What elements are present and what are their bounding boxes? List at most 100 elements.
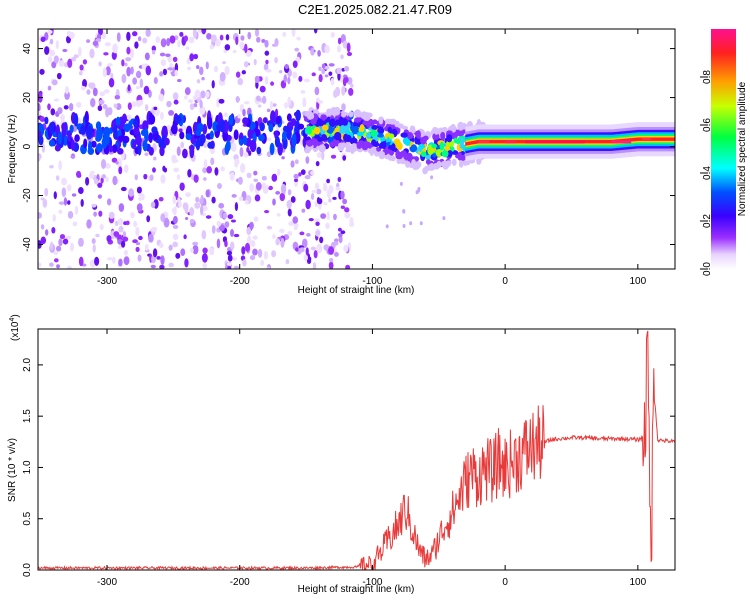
- spectrogram-cell: [268, 185, 273, 191]
- snr-x-tick-label: -100: [362, 577, 382, 588]
- spectrogram-cell: [132, 239, 138, 244]
- spectrogram-cell: [362, 120, 369, 126]
- spectrogram-cell: [303, 254, 308, 262]
- spectrogram-cell: [305, 247, 309, 256]
- spectrogram-cell: [220, 166, 225, 172]
- spectrogram-cell: [342, 77, 347, 87]
- spectrogram-cell: [182, 148, 188, 159]
- spectrogram-cell: [307, 256, 312, 261]
- spectrogram-cell: [441, 150, 449, 158]
- spectrogram-cell: [243, 61, 249, 68]
- spectrogram-cell: [287, 189, 292, 196]
- spectrogram-cell: [299, 231, 305, 236]
- spectrogram-cell: [314, 182, 320, 190]
- spectrogram-cell: [72, 221, 78, 227]
- colorbar-tick-label: 0.2: [702, 214, 713, 228]
- spectrogram-cell: [134, 135, 142, 146]
- spectrogram-cell: [209, 247, 215, 256]
- spectrogram-cell: [266, 137, 272, 142]
- spectrogram-cell: [310, 117, 317, 125]
- spectrogram-cell: [370, 129, 377, 138]
- spectrogram-cell: [244, 43, 248, 54]
- spectrogram-cell: [101, 174, 107, 179]
- spectrogram-cell: [180, 141, 185, 149]
- spectrogram-cell: [183, 35, 188, 42]
- spectrogram-cell: [151, 45, 157, 52]
- spectrogram-cell: [328, 198, 332, 203]
- snr-x-tick-label: 0: [502, 577, 508, 588]
- spectrogram-cell: [312, 262, 317, 269]
- spectrogram-cell: [290, 196, 296, 203]
- spectrogram-cell: [378, 118, 384, 125]
- spectrogram-cell: [377, 133, 384, 138]
- spectrogram-cell: [286, 199, 292, 209]
- spectrogram-cell: [458, 159, 464, 168]
- spectrogram-cell: [436, 160, 442, 169]
- spectrogram-cell: [237, 114, 241, 119]
- snr-x-tick-label: -200: [230, 577, 250, 588]
- snr-frame: [37, 328, 676, 571]
- spectrogram-cell: [432, 153, 437, 158]
- spectrogram-cell: [422, 167, 428, 175]
- spectrogram-cell: [160, 38, 167, 48]
- spectrogram-cell: [329, 257, 334, 263]
- snr-panel: -300 -200 -100 0 100 0.0 0.5 1.0 1.5 2.0 Height …: [7, 314, 676, 595]
- spectrogram-cell: [403, 154, 410, 160]
- spectrogram-cell: [123, 164, 129, 174]
- spectrogram-cell: [240, 35, 245, 41]
- spectrogram-cell: [288, 221, 295, 226]
- spectrogram-cell: [165, 53, 171, 57]
- spectrogram-cell: [242, 108, 246, 117]
- spectrogram-cell: [269, 100, 274, 110]
- spectrogram-cell: [192, 241, 199, 246]
- spectrogram-cell: [53, 55, 59, 64]
- spectrogram-cell: [268, 123, 274, 133]
- spectrogram-cell: [91, 203, 97, 208]
- spectrogram-cell: [113, 231, 120, 237]
- spectrogram-cell: [276, 168, 281, 176]
- spectrogram-cell: [334, 86, 341, 97]
- spectrogram-cell: [333, 241, 339, 246]
- spectrogram-cell: [160, 255, 165, 266]
- spectrogram-cell: [272, 234, 276, 239]
- spectrogram-cell: [227, 265, 232, 269]
- spectrogram-cell: [258, 134, 265, 142]
- spectrogram-cell: [389, 118, 397, 124]
- spectrogram-cell: [97, 105, 103, 112]
- spectrogram-cell: [126, 66, 131, 77]
- spectrogram-cell: [310, 170, 315, 176]
- spectrogram-cell: [201, 29, 207, 35]
- spectrogram-cell: [102, 67, 107, 78]
- spectrogram-cell: [328, 261, 334, 269]
- spectrogram-cell: [172, 241, 178, 248]
- spectrogram-cell: [210, 34, 217, 43]
- spectrogram-cell: [38, 110, 41, 116]
- spectrogram-ridge-peak: [611, 140, 632, 144]
- spectrogram-cell: [184, 87, 191, 96]
- spectrogram-cell: [235, 71, 241, 78]
- spectrogram-cell: [68, 102, 74, 112]
- spectrogram-cell: [303, 183, 309, 192]
- spectrogram-cell: [118, 245, 123, 249]
- spectrogram-cell: [306, 233, 311, 237]
- spectrogram-cell: [231, 193, 237, 198]
- spectrogram-cell: [205, 215, 212, 219]
- spectrogram-cell: [76, 101, 82, 108]
- spectrogram-cell: [269, 142, 275, 156]
- spectrogram-cell: [53, 98, 60, 102]
- spectrogram-cell: [76, 170, 82, 178]
- spectrogram-cell: [324, 74, 329, 78]
- spectrogram-cell: [86, 39, 91, 43]
- spectrogram-cell: [302, 98, 307, 108]
- spectrogram-cell: [69, 124, 74, 134]
- spectrogram-cell: [340, 230, 346, 235]
- spectrogram-cell: [106, 198, 112, 206]
- spectrogram-cell: [239, 147, 244, 157]
- spectrogram-cell: [259, 85, 266, 93]
- spectrogram-cell: [134, 41, 139, 49]
- spectrogram-cell: [318, 144, 326, 153]
- spectrogram-cell: [144, 52, 150, 61]
- spectrogram-cell: [48, 122, 55, 134]
- spectrogram-cell: [366, 132, 372, 140]
- spectrogram-y-label: Frequency (Hz): [7, 115, 18, 184]
